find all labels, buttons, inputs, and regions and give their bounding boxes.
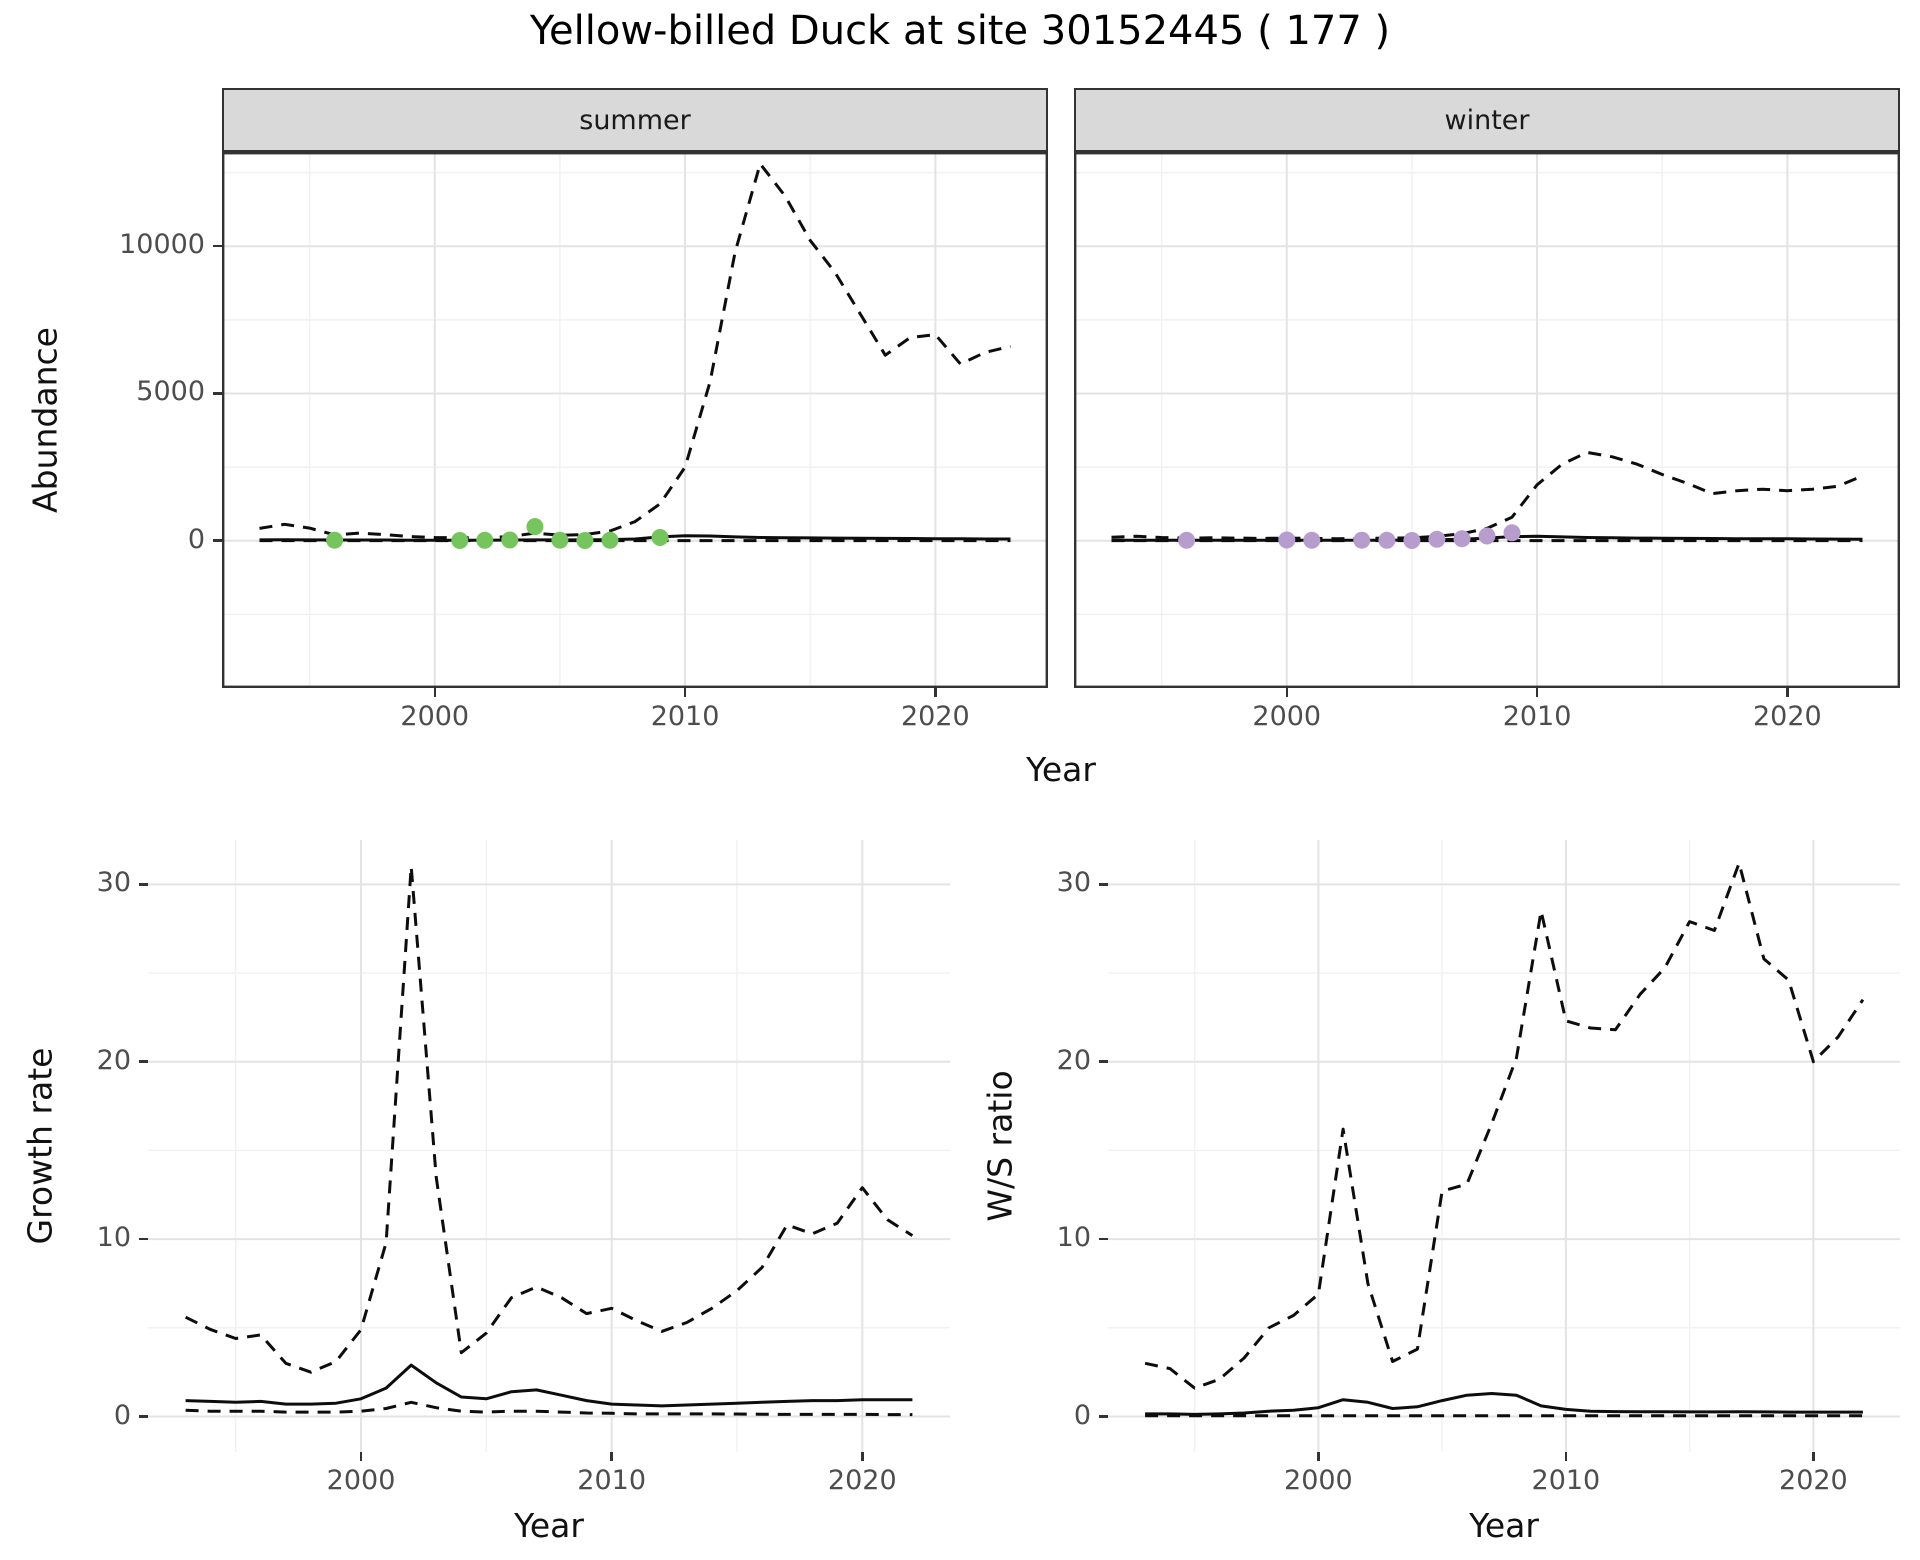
y-tick-mark [139,1060,148,1063]
x-tick-mark [1317,1452,1320,1461]
growth-rate-panel: 2000 2010 2020 0 10 20 30 [97,840,950,1496]
x-tick-mark [1812,1452,1815,1461]
growth-rate-axis-title: Growth rate [20,1047,60,1245]
observations-point [1378,531,1396,549]
observations-point [526,518,544,536]
x-tick-label: 2000 [326,1465,396,1496]
y-tick-label: 20 [96,1044,131,1076]
y-tick-label: 30 [96,867,131,899]
observations-point [1453,530,1471,548]
x-tick-mark [359,1452,363,1461]
winter-abundance-panel: 2000 2010 2020 [1074,152,1900,732]
upper-ci-line [1111,450,1864,541]
x-tick-label: 2010 [1531,1465,1601,1496]
y-tick-mark [213,244,222,248]
y-tick-label: 0 [187,523,205,555]
observations-point [1403,532,1421,549]
y-tick-mark [139,883,148,886]
x-tick-label: 2020 [901,701,970,732]
x-tick-label: 2000 [1284,1465,1353,1496]
y-tick-mark [213,392,222,395]
ws-ratio-axis-title: W/S ratio [980,1070,1020,1222]
x-tick-mark [861,1452,864,1461]
observations-point [551,531,569,549]
y-tick-label: 10 [96,1222,131,1254]
observations-point [1303,531,1321,549]
summer-abundance-plot [222,152,1048,688]
x-tick-mark [683,688,687,697]
y-tick-mark [1099,1237,1108,1241]
x-tick-mark [1535,688,1539,697]
x-tick-mark [433,688,436,697]
x-tick-mark [610,1452,613,1461]
panel-border [222,152,1048,688]
observations-point [476,531,494,549]
estimate-line [259,534,1011,542]
x-tick-mark [1285,688,1288,697]
observations-point [1353,531,1371,549]
observations-point [576,532,594,549]
ratio-x-axis-title: Year [1469,1506,1539,1545]
x-tick-mark [1564,1452,1568,1461]
x-tick-label: 2010 [1502,701,1572,732]
estimate-line [1145,1392,1863,1416]
y-tick-mark [139,1237,148,1241]
facet-strip-summer-label: summer [579,104,691,136]
x-tick-label: 2020 [1779,1465,1848,1496]
x-tick-label: 2010 [577,1465,647,1496]
top-x-axis-title: Year [1026,750,1096,789]
x-tick-mark [1786,688,1789,697]
y-tick-label: 20 [1056,1044,1091,1076]
observations-point [1503,524,1521,542]
y-tick-mark [213,539,222,542]
observations-point [451,532,469,549]
abundance-axis-title: Abundance [25,327,65,513]
growth-x-axis-title: Year [514,1506,584,1545]
lower-ci-line [185,1400,913,1417]
x-tick-label: 2010 [650,701,720,732]
y-tick-mark [139,1415,148,1418]
upper-ci-line [1144,861,1865,1390]
observations-point [651,529,669,546]
y-tick-label: 0 [1073,1399,1091,1431]
y-tick-mark [1099,883,1108,886]
x-tick-label: 2020 [1753,701,1822,732]
observations-point [1178,531,1196,549]
observations-point [1278,531,1296,549]
growth-rate-plot [148,840,950,1452]
estimate-line [185,1363,913,1408]
x-tick-label: 2000 [1252,701,1322,732]
observations-point [601,531,619,549]
y-tick-label: 0 [113,1399,131,1431]
observations-point [326,531,344,549]
observations-point [1428,530,1446,548]
facet-strip-summer: summer [222,88,1048,152]
facet-strip-winter-label: winter [1444,104,1530,136]
observations-point [501,531,519,549]
upper-ci-line [184,865,914,1374]
x-tick-label: 2000 [400,701,470,732]
x-tick-mark [934,688,937,697]
facet-strip-winter: winter [1074,88,1900,152]
y-tick-label: 5000 [136,376,205,408]
figure-title: Yellow-billed Duck at site 30152445 ( 17… [529,8,1391,54]
x-tick-label: 2020 [827,1465,897,1496]
ws-ratio-panel: 2000 2010 2020 0 10 20 30 [1057,840,1900,1496]
summer-abundance-panel: 2000 2010 2020 0 5000 10000 [119,152,1048,732]
y-tick-mark [1099,1060,1108,1063]
y-tick-mark [1099,1415,1108,1418]
winter-abundance-plot [1074,152,1900,688]
y-tick-label: 10000 [119,229,205,261]
observations-point [1478,527,1496,545]
ws-ratio-plot [1108,840,1900,1452]
panel-border [1074,152,1900,688]
y-tick-label: 30 [1056,867,1091,899]
y-tick-label: 10 [1056,1222,1091,1254]
upper-ci-line [259,162,1011,540]
